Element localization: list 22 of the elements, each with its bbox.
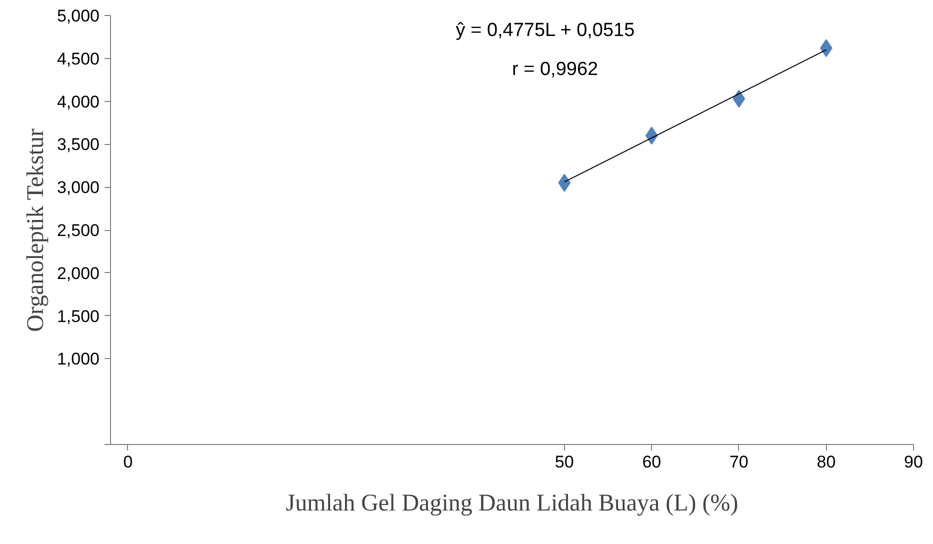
x-tick-label: 80 bbox=[816, 452, 836, 472]
point bbox=[732, 90, 746, 108]
y-tick-label: 4,000 bbox=[56, 92, 100, 112]
y-tick-label: 5,000 bbox=[56, 6, 100, 26]
y-tick-label: 2,000 bbox=[56, 264, 100, 283]
x-axis-title: Jumlah Gel Daging Daun Lidah Buaya (L) (%) bbox=[286, 490, 738, 516]
y-tick-label: 2,500 bbox=[56, 221, 100, 240]
x-tick-label: 0 bbox=[123, 452, 133, 472]
x-tick-label: 60 bbox=[642, 452, 662, 472]
y-tick-label: 1,000 bbox=[56, 350, 100, 369]
y-tick-label: 1,500 bbox=[56, 306, 100, 326]
y-axis-title: Organoleptik Tekstur bbox=[22, 128, 49, 332]
y-tick-label: 3,000 bbox=[56, 178, 100, 198]
x-tick-label: 70 bbox=[729, 452, 748, 472]
point bbox=[645, 126, 658, 145]
y-tick-label: 4,500 bbox=[56, 49, 100, 68]
annotation: ŷ = 0,4775L + 0,0515 bbox=[456, 20, 635, 42]
x-tick-label: 90 bbox=[904, 452, 923, 472]
y-tick-label: 3,500 bbox=[56, 135, 100, 154]
point bbox=[558, 174, 571, 192]
annotation: r = 0,9962 bbox=[512, 58, 598, 80]
x-tick-label: 50 bbox=[554, 452, 574, 472]
